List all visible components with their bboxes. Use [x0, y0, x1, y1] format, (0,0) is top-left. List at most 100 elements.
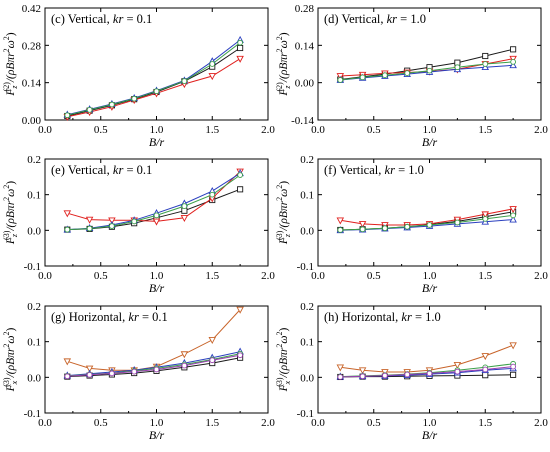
y-tick-label: -0.1: [297, 408, 314, 420]
data-point: [358, 221, 367, 229]
y-tick-label: 0.28: [22, 40, 42, 52]
y-tick-label: 0.0: [300, 225, 314, 237]
data-point: [181, 78, 188, 84]
data-point: [64, 373, 71, 380]
x-tick-label: 2.0: [534, 417, 548, 429]
data-point: [426, 222, 433, 228]
series-line: [340, 61, 514, 81]
data-point: [236, 306, 244, 314]
series-line: [340, 208, 514, 226]
data-point: [337, 374, 344, 380]
data-point: [209, 191, 216, 198]
chart-panel-5: 0.0 0.5 1.0 1.5 2.0-0.10.00.10.2(g) Horizont…: [2, 301, 275, 442]
series-4: [337, 59, 516, 83]
x-tick-label: 1.0: [150, 417, 164, 429]
x-tick-label: 0.5: [94, 270, 108, 282]
data-point: [64, 226, 71, 233]
y-tick-label: 0.14: [22, 78, 42, 90]
data-point: [482, 216, 489, 222]
data-point: [359, 74, 366, 81]
y-tick-label: 0.14: [295, 40, 315, 52]
data-point: [382, 225, 388, 232]
series-line: [340, 344, 514, 373]
data-point: [131, 218, 138, 225]
chart-title: (d) Vertical, kr = 1.0: [324, 12, 426, 26]
x-tick-label: 1.5: [478, 270, 492, 282]
chart-panel-2: 0.0 0.5 1.0 1.5 2.0 -0.14 0.00 0.14 0.28 (d) Vert…: [275, 3, 548, 149]
series-3: [63, 35, 244, 118]
series-line: [67, 42, 241, 116]
x-tick-label: 0.0: [311, 417, 325, 429]
x-tick-label: 0.5: [367, 124, 381, 136]
data-point: [237, 352, 243, 359]
data-point: [482, 366, 489, 373]
data-point: [426, 67, 433, 74]
x-tick-label: 1.5: [478, 124, 492, 136]
data-point: [482, 372, 489, 379]
series-4: [64, 39, 243, 119]
data-point: [337, 227, 344, 233]
data-point: [152, 218, 161, 226]
y-tick-label: 0.2: [27, 154, 41, 166]
data-point: [454, 368, 461, 375]
series-line: [340, 64, 514, 81]
data-point: [382, 372, 388, 379]
series-1: [64, 44, 244, 120]
series-5: [337, 363, 516, 380]
data-point: [181, 362, 188, 369]
data-point: [404, 371, 411, 378]
chart-title: (e) Vertical, kr = 0.1: [51, 163, 152, 177]
series-4: [337, 212, 516, 233]
x-tick-label: 2.0: [261, 417, 275, 429]
data-point: [180, 214, 189, 223]
data-point: [336, 364, 345, 372]
data-point: [358, 367, 367, 375]
data-point: [336, 217, 345, 225]
x-tick-label: 0.5: [367, 417, 381, 429]
data-point: [63, 210, 72, 218]
data-point: [510, 371, 517, 378]
data-point: [108, 217, 116, 225]
chart-panel-1: 0.0 0.5 1.0 1.5 2.0 0.00 0.14 0.28 0.42 (c) Verti…: [2, 3, 275, 149]
x-tick-label: 0.0: [311, 124, 325, 136]
data-point: [337, 77, 344, 83]
chart-panel-6: 0.0 0.5 1.0 1.5 2.0-0.10.00.10.2(h) Horizont…: [275, 301, 548, 442]
data-point: [209, 357, 216, 364]
y-tick-label: 0.28: [295, 3, 315, 15]
x-tick-label: 1.0: [150, 124, 164, 136]
data-point: [131, 368, 138, 375]
data-point: [510, 363, 516, 370]
y-axis-label: Fz(3)/(ρBπr2ω2): [275, 181, 292, 245]
data-point: [237, 186, 244, 193]
series-line: [67, 357, 241, 378]
x-tick-label: 0.0: [311, 270, 325, 282]
data-point: [180, 351, 189, 359]
data-point: [181, 203, 188, 209]
y-tick-label: 0.2: [300, 301, 314, 313]
data-point: [208, 73, 217, 81]
x-axis-label: B/r: [149, 135, 165, 149]
y-tick-label: 0.1: [27, 337, 41, 349]
data-point: [209, 61, 216, 67]
series-line: [67, 174, 241, 231]
x-tick-label: 0.5: [94, 124, 108, 136]
x-axis-label: B/r: [149, 281, 165, 295]
data-point: [153, 366, 160, 373]
data-point: [86, 225, 93, 232]
y-tick-label: 0.1: [300, 190, 314, 202]
series-1: [64, 186, 244, 233]
y-axis-label: Fx(3)/(ρBπr2ω2): [2, 327, 19, 392]
chart-panel-4: 0.0 0.5 1.0 1.5 2.0-0.10.00.10.2(f) Vertical…: [275, 154, 548, 295]
chart-title: (c) Vertical, kr = 0.1: [51, 12, 152, 26]
x-axis-label: B/r: [422, 281, 438, 295]
y-tick-label: 0.0: [27, 225, 41, 237]
x-tick-label: 0.5: [94, 417, 108, 429]
y-axis-label: Fx(3)/(ρBπr2ω2): [275, 327, 292, 392]
series-line: [340, 214, 514, 231]
x-tick-label: 0.5: [367, 270, 381, 282]
y-tick-label: -0.1: [297, 261, 314, 273]
data-point: [426, 370, 433, 377]
data-point: [131, 95, 138, 102]
data-point: [237, 172, 243, 178]
y-tick-label: 0.2: [300, 154, 314, 166]
